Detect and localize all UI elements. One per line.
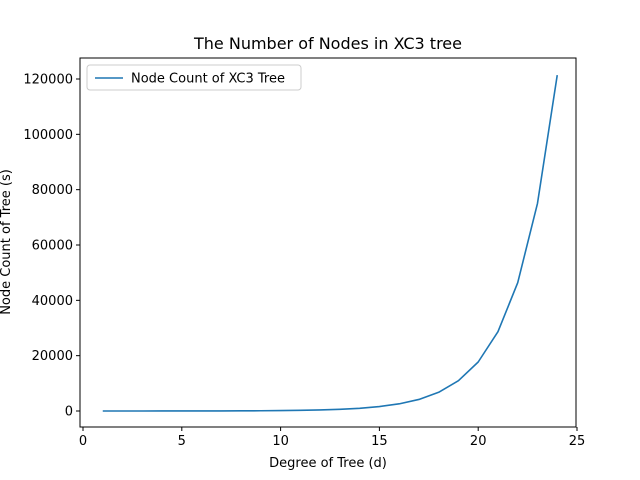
series-line bbox=[102, 75, 559, 412]
y-tick-label: 80000 bbox=[32, 183, 73, 198]
y-tick-label: 20000 bbox=[32, 349, 73, 364]
y-tick-label: 100000 bbox=[23, 128, 73, 143]
x-axis-label: Degree of Tree (d) bbox=[269, 456, 387, 471]
y-axis-label: Node Count of Tree (s) bbox=[0, 169, 14, 315]
x-tick-label: 5 bbox=[178, 434, 186, 449]
y-tick-label: 60000 bbox=[32, 239, 73, 254]
axes-frame bbox=[79, 57, 577, 428]
y-tick-label: 120000 bbox=[23, 73, 73, 88]
x-tick-label: 20 bbox=[470, 434, 487, 449]
x-tick-label: 25 bbox=[569, 434, 586, 449]
y-tick-label: 0 bbox=[65, 405, 73, 420]
x-tick-label: 15 bbox=[371, 434, 388, 449]
chart-title: The Number of Nodes in XC3 tree bbox=[193, 34, 462, 53]
x-tick-label: 10 bbox=[272, 434, 289, 449]
legend-box bbox=[86, 64, 302, 91]
x-tick-label: 0 bbox=[79, 434, 87, 449]
plot-area: 0 5 10 15 20 25 0 20000 40000 60000 80000 100000 120… bbox=[23, 57, 586, 449]
y-tick-label: 40000 bbox=[32, 294, 73, 309]
legend-label: Node Count of XC3 Tree bbox=[131, 72, 285, 87]
